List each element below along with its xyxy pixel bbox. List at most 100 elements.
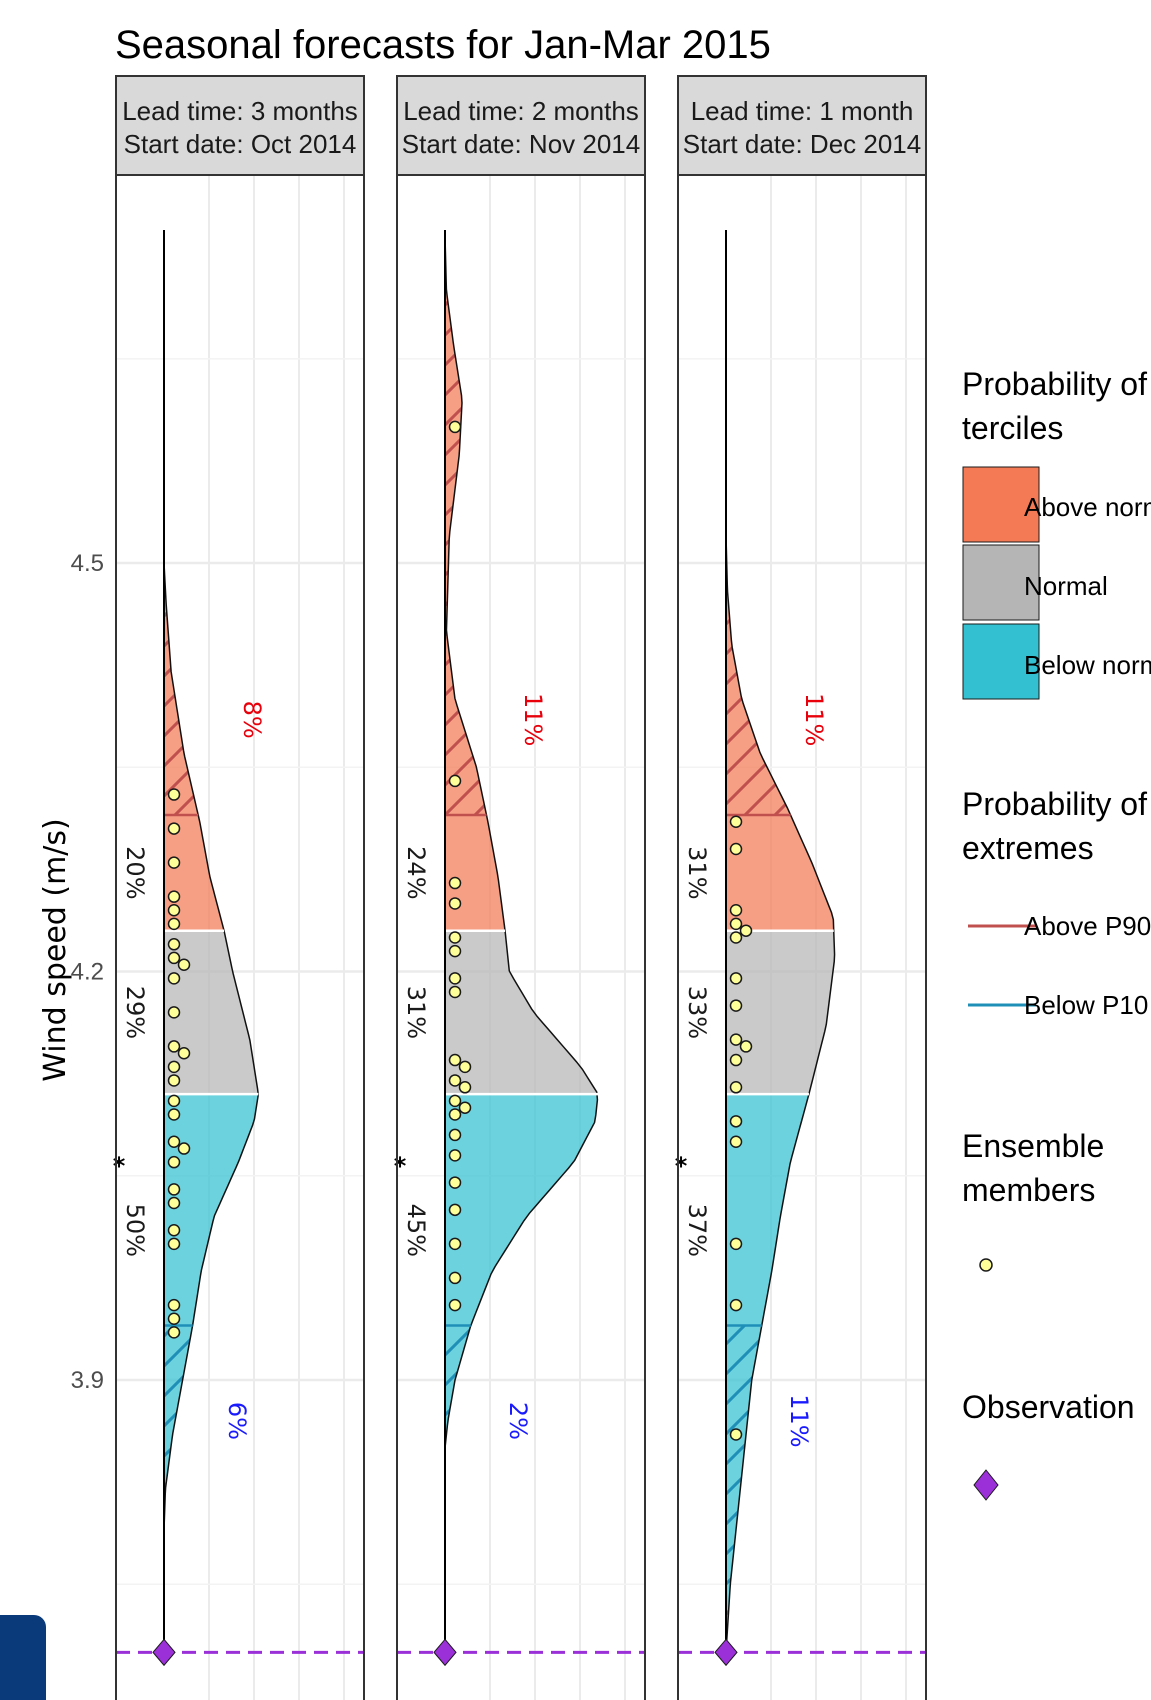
ensemble-member-point bbox=[729, 815, 743, 829]
ensemble-member-point bbox=[448, 1074, 462, 1087]
density-above-p90-hatch bbox=[445, 236, 487, 815]
legend-observation-title: Observation bbox=[962, 1389, 1135, 1425]
observation-marker bbox=[714, 1638, 738, 1667]
ensemble-member-point bbox=[167, 1006, 181, 1019]
facet-strip-start-date: Start date: Dec 2014 bbox=[683, 129, 921, 159]
density-above-p90-hatch bbox=[726, 535, 791, 815]
facet-strip-lead-time: Lead time: 2 months bbox=[403, 96, 639, 126]
prob-below-normal-label: 45% bbox=[402, 1204, 430, 1257]
most-likely-tercile-star: * bbox=[113, 1152, 126, 1180]
ensemble-member-point bbox=[167, 904, 181, 917]
prob-normal-label: 29% bbox=[121, 986, 149, 1039]
ensemble-member-point bbox=[458, 1060, 472, 1074]
facet-strip bbox=[396, 75, 646, 176]
legend-label-above-normal: Above normal bbox=[1024, 492, 1151, 522]
most-likely-tercile-star: * bbox=[675, 1152, 688, 1180]
prob-below-p10-label: 6% bbox=[223, 1402, 251, 1440]
y-tick-label: 3.9 bbox=[71, 1367, 104, 1394]
ensemble-member-point bbox=[729, 1081, 743, 1094]
ensemble-member-point bbox=[729, 1135, 743, 1148]
ensemble-member-point bbox=[167, 1094, 181, 1108]
ensemble-member-point bbox=[448, 774, 462, 788]
prob-below-normal-label: 37% bbox=[683, 1204, 711, 1257]
density-outline bbox=[444, 236, 599, 1449]
prob-above-p90-label: 8% bbox=[238, 701, 266, 739]
prob-above-p90-label: 11% bbox=[800, 693, 828, 746]
ensemble-member-point bbox=[167, 1326, 181, 1339]
ensemble-member-point bbox=[167, 951, 181, 965]
legend-extremes-title-line2: extremes bbox=[962, 830, 1094, 866]
legend-ensemble-title: Ensemble members bbox=[962, 1128, 1113, 1208]
legend-label-below-p10: Below P10 bbox=[1024, 990, 1148, 1020]
observation-marker bbox=[152, 1638, 176, 1667]
ensemble-member-point bbox=[729, 972, 743, 985]
ensemble-member-point bbox=[729, 931, 743, 944]
facet-strip bbox=[677, 75, 927, 176]
ensemble-member-point bbox=[458, 1081, 472, 1094]
ensemble-member-point bbox=[448, 1237, 462, 1251]
ensemble-member-point bbox=[167, 1183, 181, 1196]
density-below-normal bbox=[164, 1094, 259, 1530]
ensemble-member-point bbox=[458, 1101, 472, 1114]
ensemble-member-point bbox=[448, 420, 462, 434]
ensemble-member-point bbox=[448, 1108, 462, 1121]
legend-swatch-below-normal bbox=[962, 623, 1040, 700]
facet-strip-start-date: Start date: Oct 2014 bbox=[124, 129, 357, 159]
ensemble-member-point bbox=[448, 1298, 462, 1312]
legend: Probability of terciles Above normal Nor… bbox=[962, 366, 1151, 1501]
ensemble-member-point bbox=[448, 972, 462, 985]
legend-observation-marker bbox=[973, 1469, 999, 1501]
ensemble-member-point bbox=[448, 1203, 462, 1217]
facet-strip-start-date: Start date: Nov 2014 bbox=[402, 129, 640, 159]
ensemble-member-point bbox=[167, 1312, 181, 1325]
ensemble-member-point bbox=[729, 1298, 743, 1312]
ensemble-member-point bbox=[167, 1237, 181, 1251]
ensemble-member-point bbox=[167, 1223, 181, 1237]
legend-terciles: Probability of terciles Above normal Nor… bbox=[962, 366, 1151, 700]
prob-above-normal-label: 20% bbox=[121, 846, 149, 899]
prob-below-normal-label: 50% bbox=[121, 1204, 149, 1257]
legend-terciles-title-line1: Probability of bbox=[962, 366, 1147, 402]
ensemble-member-point bbox=[729, 842, 743, 856]
ensemble-member-point bbox=[448, 985, 462, 999]
panel-background bbox=[116, 175, 364, 1700]
y-tick-label: 4.2 bbox=[71, 959, 104, 986]
legend-label-below-normal: Below normal bbox=[1024, 650, 1151, 680]
ensemble-member-point bbox=[448, 1128, 462, 1142]
ensemble-member-point bbox=[167, 1155, 181, 1169]
ensemble-member-point bbox=[448, 944, 462, 958]
density-below-normal bbox=[726, 1094, 809, 1653]
ensemble-member-point bbox=[729, 917, 743, 931]
chart-title: Seasonal forecasts for Jan-Mar 2015 bbox=[115, 23, 771, 67]
legend-extremes: Probability of extremes Above P90 Below … bbox=[962, 786, 1151, 1020]
ensemble-member-point bbox=[177, 1046, 191, 1060]
facet-panel: 24% 31% 45% * 11% 2% Lead time: 2 monthsStart … bbox=[394, 75, 646, 1700]
facet-strip-lead-time: Lead time: 1 month bbox=[691, 96, 914, 126]
y-axis-ticks: 3.9 4.2 4.5 bbox=[71, 550, 104, 1394]
ensemble-member-point bbox=[729, 1428, 743, 1441]
ensemble-member-point bbox=[448, 897, 462, 910]
legend-label-above-p90: Above P90 bbox=[1024, 911, 1151, 941]
y-tick-label: 4.5 bbox=[71, 550, 104, 577]
facet-strip-lead-time: Lead time: 3 months bbox=[122, 96, 358, 126]
prob-above-normal-label: 31% bbox=[683, 846, 711, 899]
ensemble-member-point bbox=[167, 890, 181, 903]
facet-panel: 31% 33% 37% * 11% 11% Lead time: 1 monthStart … bbox=[675, 75, 927, 1700]
ensemble-member-point bbox=[167, 938, 181, 951]
ensemble-member-point bbox=[167, 788, 181, 801]
ensemble-member-point bbox=[167, 1196, 181, 1210]
prob-below-p10-label: 11% bbox=[785, 1394, 813, 1447]
y-axis-title-group: Wind speed (m/s) bbox=[38, 818, 73, 1081]
legend-terciles-title-line2: terciles bbox=[962, 410, 1063, 446]
legend-terciles-title: Probability of terciles bbox=[962, 366, 1151, 446]
ensemble-member-point bbox=[729, 904, 743, 917]
ensemble-member-point bbox=[739, 1040, 753, 1053]
ensemble-member-point bbox=[167, 1298, 181, 1312]
y-axis-title: Wind speed (m/s) bbox=[38, 818, 73, 1081]
legend-ensemble-marker bbox=[979, 1258, 993, 1272]
panel-grid bbox=[116, 175, 364, 1700]
ensemble-member-point bbox=[739, 924, 753, 937]
